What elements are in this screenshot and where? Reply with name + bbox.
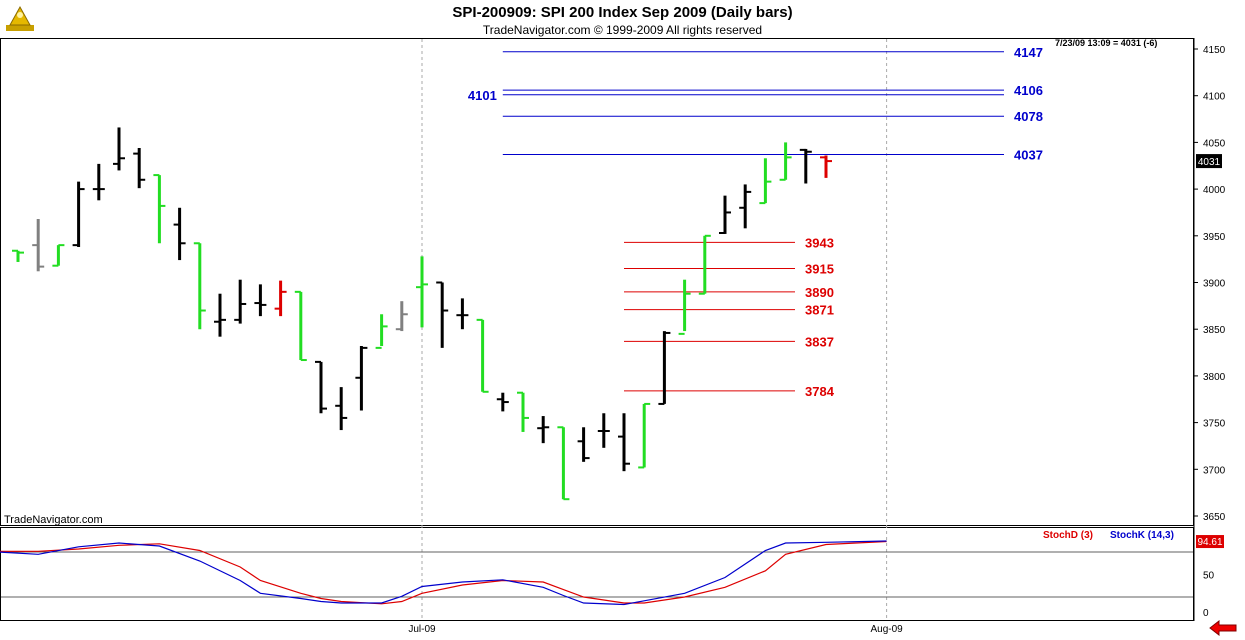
- level-label-4037: 4037: [1014, 148, 1043, 163]
- price-bar: [315, 360, 327, 414]
- price-bar: [739, 184, 752, 229]
- price-bar: [214, 293, 226, 337]
- stoch-tick-label: 50: [1203, 571, 1215, 582]
- price-tick-label: 3700: [1203, 465, 1226, 476]
- price-bar: [294, 290, 307, 362]
- price-bar: [173, 207, 186, 261]
- price-axis: 4150 4100 4050 4000 3950 3900 3850 3800 3750 3700…: [1194, 45, 1226, 523]
- legend-stoch-d: StochD (3): [1043, 530, 1093, 541]
- price-tick-label: 3900: [1203, 279, 1226, 290]
- red-left-arrow-icon[interactable]: [1208, 620, 1238, 636]
- chart-title: SPI-200909: SPI 200 Index Sep 2009 (Dail…: [452, 4, 793, 21]
- price-tick-label: 4100: [1203, 92, 1226, 103]
- level-label-3837: 3837: [805, 334, 834, 349]
- price-bar: [193, 242, 206, 330]
- level-label-3871: 3871: [805, 303, 834, 318]
- price-bar: [92, 163, 105, 201]
- price-bar: [375, 314, 388, 349]
- price-bar: [12, 249, 24, 262]
- price-bar: [678, 279, 691, 335]
- price-tick-label: 4050: [1203, 138, 1226, 149]
- copyright-notice: TradeNavigator.com © 1999-2009 All right…: [482, 23, 763, 37]
- price-bar: [456, 298, 469, 330]
- price-bar: [759, 158, 772, 205]
- value-tags: 4031 94.61: [1196, 154, 1224, 549]
- price-tick-label: 4000: [1203, 185, 1226, 196]
- price-bar: [274, 280, 287, 317]
- level-lines: 4147 4106 4101 4078 4037 3943 3915 3890 3871 3837…: [468, 45, 1043, 399]
- level-label-3784: 3784: [805, 384, 835, 399]
- price-bar: [476, 318, 489, 393]
- date-axis: Jul-09 Aug-09: [408, 624, 903, 635]
- level-label-3915: 3915: [805, 261, 834, 276]
- price-bar: [153, 174, 166, 244]
- price-tick-label: 3650: [1203, 512, 1226, 523]
- price-tick-label: 3950: [1203, 232, 1226, 243]
- price-bar: [618, 413, 630, 472]
- price-bar: [254, 284, 267, 317]
- cursor-readout: 7/23/09 13:09 = 4031 (-6): [1055, 38, 1158, 48]
- price-bar: [537, 416, 550, 444]
- price-bar: [698, 234, 711, 295]
- price-bar: [72, 181, 85, 248]
- price-bar: [779, 142, 792, 181]
- level-label-3943: 3943: [805, 235, 834, 250]
- price-tick-label: 3750: [1203, 419, 1226, 430]
- level-label-3890: 3890: [805, 285, 834, 300]
- stoch-d-line: [0, 540, 887, 605]
- price-bar: [597, 413, 610, 448]
- stoch-value-label: 94.61: [1197, 537, 1222, 548]
- price-bar: [355, 346, 368, 411]
- price-bar: [658, 331, 671, 405]
- last-price-label: 4031: [1198, 157, 1221, 168]
- level-label-4078: 4078: [1014, 109, 1043, 124]
- stoch-pane-border: [0, 527, 1194, 621]
- date-tick-label: Aug-09: [870, 624, 903, 635]
- price-bar: [577, 427, 590, 462]
- stoch-value-tag: [1196, 535, 1224, 549]
- price-tick-label: 3800: [1203, 372, 1226, 383]
- stoch-k-line: [0, 540, 887, 606]
- last-price-tag: [1196, 154, 1222, 169]
- price-tick-label: 3850: [1203, 325, 1226, 336]
- price-bar: [52, 244, 65, 267]
- price-bar: [820, 155, 832, 178]
- level-label-4106: 4106: [1014, 83, 1043, 98]
- price-bar: [719, 195, 731, 234]
- price-bar: [335, 387, 348, 431]
- price-bar: [638, 402, 651, 469]
- stoch-tick-label: 0: [1203, 608, 1209, 619]
- trade-navigator-logo-icon: [6, 5, 34, 31]
- stochastic-pane: 50 0 StochD (3) StochK (14,3): [0, 530, 1215, 619]
- price-bar: [496, 392, 509, 412]
- price-bar: [32, 218, 45, 272]
- level-label-4147: 4147: [1014, 45, 1043, 60]
- price-tick-label: 4150: [1203, 45, 1226, 56]
- price-bar: [799, 148, 812, 184]
- price-bar: [557, 426, 570, 501]
- price-bar: [133, 148, 146, 189]
- level-label-4101: 4101: [468, 88, 497, 103]
- legend-stoch-k: StochK (14,3): [1110, 530, 1174, 541]
- price-bar: [436, 281, 449, 348]
- price-bar: [113, 127, 125, 171]
- price-bar: [517, 391, 529, 432]
- price-bars: [12, 127, 832, 501]
- watermark: TradeNavigator.com: [4, 514, 103, 526]
- vertical-gridlines: [421, 39, 888, 620]
- date-tick-label: Jul-09: [408, 624, 436, 635]
- price-bar: [395, 301, 408, 332]
- price-bar: [234, 279, 247, 324]
- price-bar: [416, 256, 428, 328]
